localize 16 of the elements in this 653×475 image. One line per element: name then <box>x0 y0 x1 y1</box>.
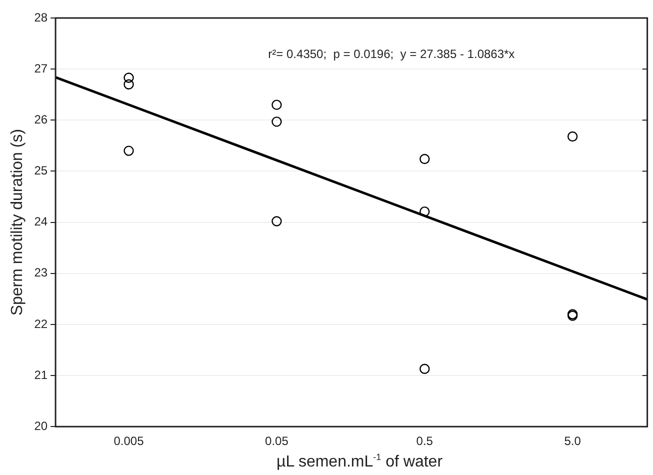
y-tick-label: 26 <box>34 112 48 126</box>
y-tick-label: 22 <box>34 316 48 331</box>
y-tick-label: 23 <box>34 266 48 280</box>
y-tick-label: 25 <box>34 164 48 178</box>
annotation: r²= 0.4350; p = 0.0196; y = 27.385 - 1.0863*x <box>268 47 515 61</box>
x-tick-label: 0.005 <box>114 434 144 448</box>
y-tick-label: 21 <box>34 368 48 382</box>
x-axis-title: µL semen.mL$^{-1}$ of water <box>275 452 444 472</box>
y-tick-label: 27 <box>34 61 48 76</box>
x-tick-label: 0.05 <box>265 434 289 448</box>
x-tick-label: 5.0 <box>564 434 582 448</box>
y-tick-label: 24 <box>34 214 48 229</box>
x-tick-label: 0.5 <box>416 434 434 448</box>
y-tick-label: 28 <box>34 10 48 24</box>
y-tick-label: 20 <box>34 418 48 433</box>
y-axis-title: Sperm motility duration (s) <box>9 128 26 316</box>
